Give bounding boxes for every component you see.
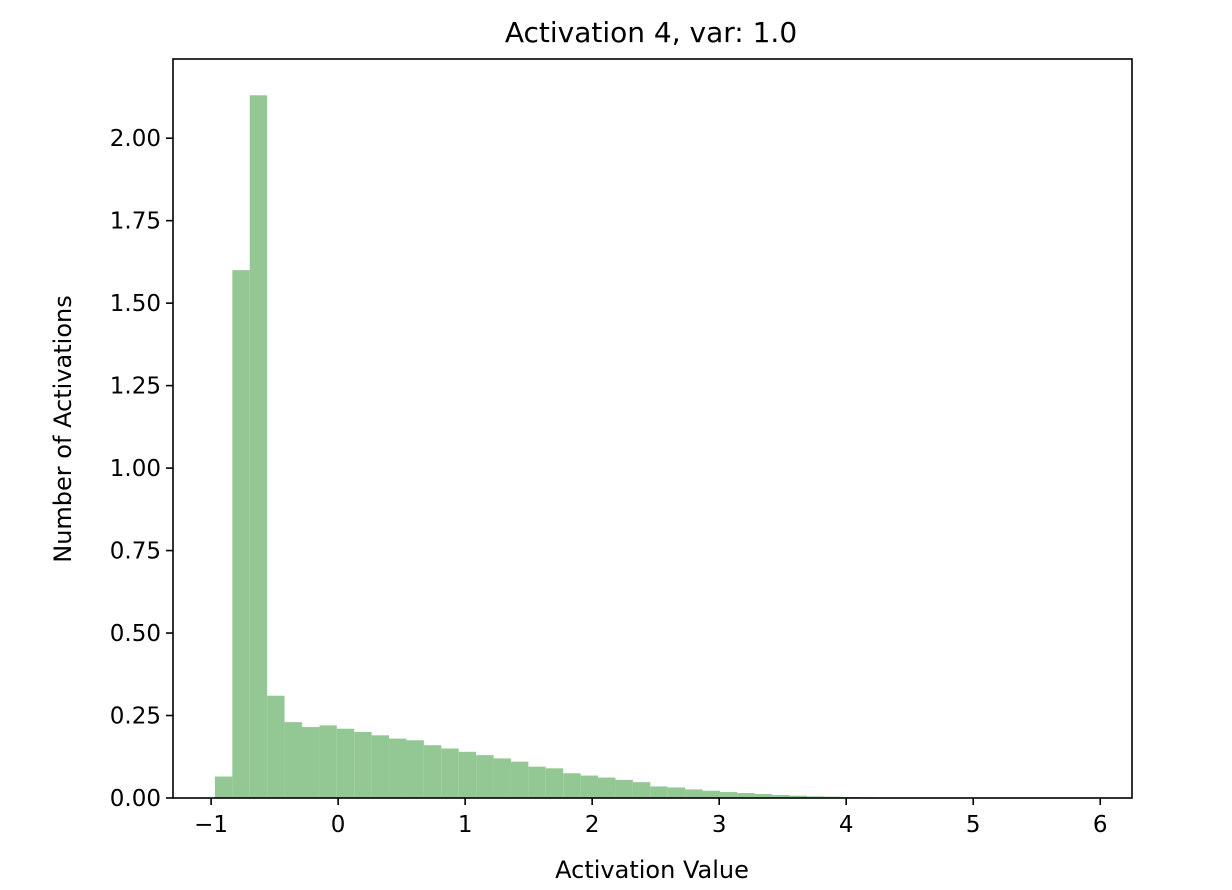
histogram-bar [719,792,738,798]
histogram-bar [685,789,703,798]
histogram-bar [789,795,808,798]
histogram-bar [354,732,372,798]
histogram-bar [441,748,459,798]
y-tick-label: 0.75 [110,539,161,565]
histogram-bar [406,740,424,798]
histogram-bar [371,735,390,798]
histogram-bar [772,795,790,798]
y-tick-label: 2.00 [110,126,161,152]
x-tick-label: 6 [1093,812,1108,838]
histogram-bar [267,695,285,798]
histogram-bar [702,790,720,798]
histogram-bar [284,722,302,798]
plot-frame [172,58,1133,799]
y-tick-label: 0.00 [110,786,161,812]
histogram-bar [249,95,268,799]
histogram-bar [336,728,355,798]
x-tick-label: 5 [966,812,981,838]
histogram-bar [232,270,250,799]
y-tick-label: 1.00 [110,456,161,482]
y-tick-label: 1.25 [110,374,161,400]
x-tick-label: 2 [585,812,600,838]
y-tick-label: 0.25 [110,704,161,730]
histogram-bar [807,796,825,798]
histogram-bar [580,775,599,798]
histogram-bar [493,758,511,798]
histogram-bars [214,95,1086,799]
y-axis: 0.00 0.25 0.50 0.75 1.00 1.25 1.50 1.75 2.00 [110,126,173,812]
histogram-bar [476,755,494,798]
y-axis-label: Number of Activations [49,295,77,562]
histogram-bar [545,768,564,798]
x-tick-label: 0 [331,812,346,838]
histogram-bar [598,777,616,798]
histogram-bar [667,787,686,798]
x-tick-label: 4 [839,812,854,838]
histogram-bar [423,745,442,798]
y-tick-label: 1.75 [110,209,161,235]
x-tick-label: 3 [712,812,727,838]
histogram-bar [632,782,651,798]
histogram-bar [319,725,337,798]
x-axis-label: Activation Value [555,856,749,884]
histogram-bar [214,776,233,798]
x-tick-label: 1 [458,812,473,838]
histogram-bar [510,761,529,798]
y-tick-label: 0.50 [110,621,161,647]
chart-title: Activation 4, var: 1.0 [505,16,797,49]
histogram-bar [754,794,773,798]
y-tick-label: 1.50 [110,291,161,317]
x-tick-label: −1 [194,812,228,838]
histogram-bar [650,786,668,798]
histogram-bar [528,766,546,798]
histogram-bar [737,793,755,798]
histogram-bar [615,779,633,798]
x-axis: −1 0 1 2 3 4 5 6 [194,798,1108,838]
histogram-bar [563,773,581,798]
histogram-bar [301,727,320,798]
histogram-bar [458,751,477,798]
histogram-bar [389,738,407,798]
